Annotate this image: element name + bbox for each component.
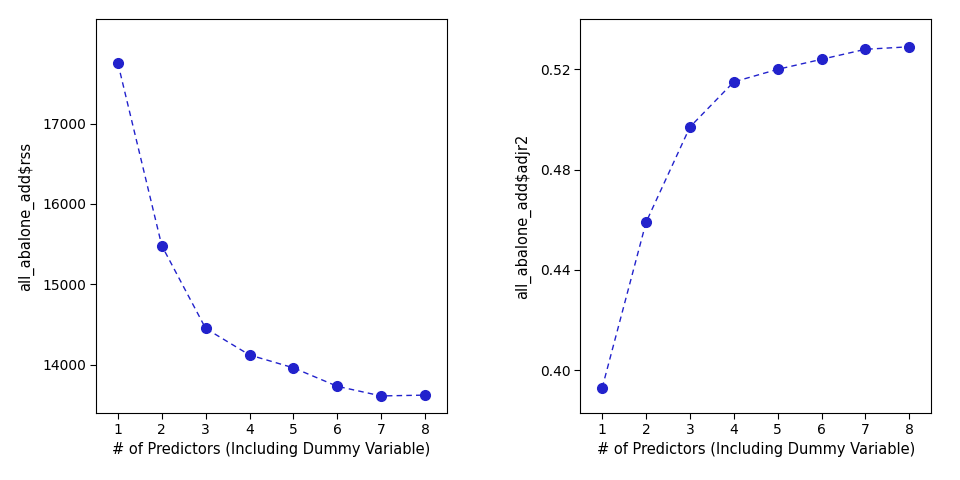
Y-axis label: all_abalone_add$rss: all_abalone_add$rss xyxy=(17,142,34,290)
X-axis label: # of Predictors (Including Dummy Variable): # of Predictors (Including Dummy Variabl… xyxy=(596,442,915,457)
Y-axis label: all_abalone_add$adjr2: all_abalone_add$adjr2 xyxy=(516,133,532,299)
X-axis label: # of Predictors (Including Dummy Variable): # of Predictors (Including Dummy Variabl… xyxy=(112,442,431,457)
